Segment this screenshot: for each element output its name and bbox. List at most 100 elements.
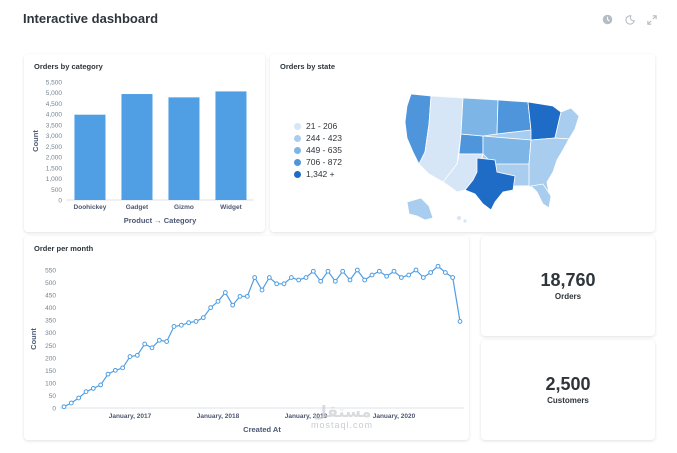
orders-by-state-card: Orders by state 21 - 206 244 - 423 449 - 6… bbox=[270, 54, 655, 232]
card-title: Order per month bbox=[34, 244, 94, 253]
y-tick-label: 1,500 bbox=[46, 165, 63, 172]
data-point bbox=[428, 270, 434, 275]
data-point bbox=[457, 319, 463, 324]
legend-item[interactable]: 706 - 872 bbox=[294, 156, 342, 168]
legend-label: 244 - 423 bbox=[306, 133, 342, 143]
data-point bbox=[413, 267, 419, 273]
legend-swatch bbox=[294, 158, 301, 166]
data-point bbox=[303, 275, 309, 280]
data-point bbox=[171, 324, 177, 329]
y-tick-label: 400 bbox=[45, 305, 56, 312]
data-point bbox=[450, 275, 456, 280]
data-point bbox=[127, 354, 133, 359]
legend-swatch bbox=[294, 134, 301, 142]
data-point bbox=[215, 298, 221, 304]
data-point bbox=[398, 275, 404, 280]
bar bbox=[168, 97, 200, 200]
y-tick-label: 0 bbox=[52, 406, 56, 413]
y-tick-label: 450 bbox=[45, 293, 56, 300]
region-texas bbox=[464, 157, 516, 211]
x-tick-label: Gizmo bbox=[174, 204, 194, 211]
data-point bbox=[340, 268, 346, 274]
data-point bbox=[98, 382, 104, 388]
clock-icon[interactable] bbox=[602, 14, 613, 25]
data-point bbox=[83, 389, 89, 395]
data-point bbox=[149, 345, 155, 351]
region-hawaii bbox=[463, 219, 467, 223]
orders-by-category-card: Orders by category 0 500 1,000 1,500 2,000 2,… bbox=[24, 54, 265, 232]
region-hawaii bbox=[457, 216, 461, 220]
x-axis-label: Product → Category bbox=[124, 216, 197, 225]
y-tick-label: 4,000 bbox=[46, 112, 63, 119]
data-point bbox=[274, 281, 280, 287]
orders-scalar-card: 18,760 Orders bbox=[481, 236, 655, 336]
data-point bbox=[200, 315, 206, 321]
y-tick-label: 550 bbox=[45, 268, 56, 275]
region-north-central bbox=[496, 99, 532, 135]
data-point bbox=[142, 341, 148, 347]
data-point bbox=[120, 365, 126, 371]
legend-item[interactable]: 1,342 + bbox=[294, 168, 342, 180]
data-point bbox=[288, 275, 294, 280]
y-tick-label: 250 bbox=[45, 343, 56, 350]
data-point bbox=[310, 268, 316, 274]
bar bbox=[215, 91, 247, 200]
fullscreen-icon[interactable] bbox=[647, 14, 657, 25]
data-point bbox=[354, 267, 360, 273]
customers-value: 2,500 bbox=[545, 374, 591, 394]
y-tick-label: 3,500 bbox=[46, 122, 63, 129]
data-point bbox=[325, 268, 331, 274]
orders-per-month-card: Order per month 0 50 100 150 200 250 300 350 400… bbox=[24, 236, 469, 440]
y-tick-label: 1,000 bbox=[46, 176, 63, 183]
y-tick-label: 0 bbox=[58, 198, 62, 205]
moon-icon[interactable] bbox=[625, 14, 635, 25]
data-point bbox=[259, 287, 265, 293]
legend-item[interactable]: 449 - 635 bbox=[294, 144, 342, 156]
data-point bbox=[376, 268, 382, 274]
bar bbox=[121, 94, 153, 200]
data-point bbox=[266, 275, 272, 280]
y-tick-label: 5,000 bbox=[46, 90, 63, 97]
watermark-logo: مستقل bbox=[312, 404, 372, 421]
orders-label: Orders bbox=[554, 292, 582, 301]
data-point bbox=[178, 322, 184, 328]
series-line bbox=[63, 265, 461, 408]
bar bbox=[74, 114, 106, 200]
x-tick-label: January, 2020 bbox=[373, 413, 416, 420]
legend-item[interactable]: 244 - 423 bbox=[294, 132, 342, 144]
y-tick-label: 50 bbox=[49, 393, 57, 400]
data-point bbox=[296, 277, 302, 283]
map-legend: 21 - 206 244 - 423 449 - 635 706 - 872 1,342… bbox=[294, 120, 342, 180]
card-title: Orders by state bbox=[280, 62, 336, 71]
y-tick-label: 500 bbox=[51, 187, 62, 194]
data-point bbox=[112, 367, 118, 373]
line-chart: 0 50 100 150 200 250 300 350 400 450 500 550 January… bbox=[29, 263, 464, 434]
legend-swatch bbox=[294, 122, 301, 130]
us-map[interactable] bbox=[270, 54, 655, 232]
x-tick-label: Gadget bbox=[126, 204, 149, 211]
legend-swatch bbox=[294, 146, 301, 154]
data-point bbox=[193, 319, 199, 324]
region-plains bbox=[460, 97, 499, 137]
orders-value: 18,760 bbox=[540, 270, 596, 290]
data-point bbox=[406, 272, 412, 278]
header-actions bbox=[602, 14, 657, 25]
x-tick-label: January, 2019 bbox=[285, 413, 328, 420]
data-point bbox=[281, 281, 287, 287]
legend-label: 1,342 + bbox=[306, 169, 335, 179]
y-tick-label: 3,000 bbox=[46, 133, 63, 140]
watermark: مستقل mostaql.com bbox=[292, 402, 392, 430]
y-tick-label: 100 bbox=[45, 380, 56, 387]
x-tick-label: January, 2017 bbox=[109, 413, 152, 420]
legend-item[interactable]: 21 - 206 bbox=[294, 120, 342, 132]
data-point bbox=[105, 371, 111, 377]
data-point bbox=[318, 278, 324, 284]
data-point bbox=[90, 386, 96, 391]
customers-scalar-card: 2,500 Customers bbox=[481, 340, 655, 440]
x-axis-label: Created At bbox=[243, 425, 281, 434]
region-alaska bbox=[406, 197, 434, 221]
data-point bbox=[384, 273, 390, 279]
y-tick-label: 300 bbox=[45, 330, 56, 337]
data-point bbox=[156, 337, 162, 343]
legend-label: 706 - 872 bbox=[306, 157, 342, 167]
